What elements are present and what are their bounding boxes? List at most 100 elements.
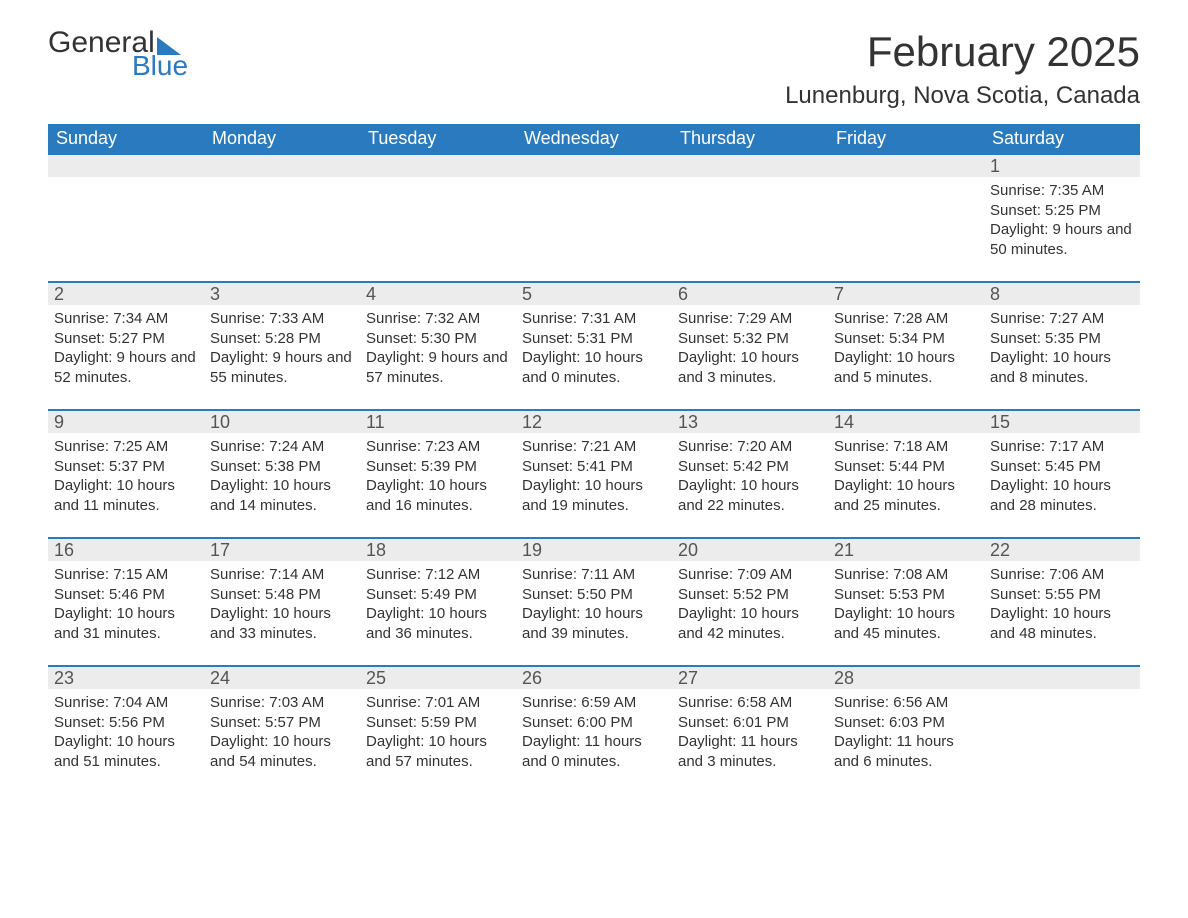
calendar-day-empty [984,666,1140,794]
sunrise-line: Sunrise: 7:01 AM [366,693,510,713]
sunset-line: Sunset: 6:00 PM [522,713,666,733]
daylight-line: Daylight: 10 hours and 31 minutes. [54,604,198,643]
day-number: 13 [672,411,828,433]
sunrise-line: Sunrise: 7:34 AM [54,309,198,329]
day-details: Sunrise: 6:59 AMSunset: 6:00 PMDaylight:… [516,689,672,789]
daylight-line: Daylight: 9 hours and 55 minutes. [210,348,354,387]
sunrise-line: Sunrise: 7:08 AM [834,565,978,585]
sunset-line: Sunset: 5:57 PM [210,713,354,733]
calendar-week: 9Sunrise: 7:25 AMSunset: 5:37 PMDaylight… [48,410,1140,538]
day-details: Sunrise: 7:31 AMSunset: 5:31 PMDaylight:… [516,305,672,405]
sunrise-line: Sunrise: 7:23 AM [366,437,510,457]
weekday-header: Saturday [984,124,1140,154]
day-details: Sunrise: 7:28 AMSunset: 5:34 PMDaylight:… [828,305,984,405]
sunrise-line: Sunrise: 6:58 AM [678,693,822,713]
day-details: Sunrise: 6:56 AMSunset: 6:03 PMDaylight:… [828,689,984,789]
calendar-week: 1Sunrise: 7:35 AMSunset: 5:25 PMDaylight… [48,154,1140,282]
calendar-day: 22Sunrise: 7:06 AMSunset: 5:55 PMDayligh… [984,538,1140,666]
calendar-day: 26Sunrise: 6:59 AMSunset: 6:00 PMDayligh… [516,666,672,794]
weekday-header: Tuesday [360,124,516,154]
daylight-line: Daylight: 10 hours and 51 minutes. [54,732,198,771]
day-details: Sunrise: 7:27 AMSunset: 5:35 PMDaylight:… [984,305,1140,405]
sunset-line: Sunset: 5:44 PM [834,457,978,477]
calendar-day: 1Sunrise: 7:35 AMSunset: 5:25 PMDaylight… [984,154,1140,282]
sunrise-line: Sunrise: 7:25 AM [54,437,198,457]
calendar-day: 15Sunrise: 7:17 AMSunset: 5:45 PMDayligh… [984,410,1140,538]
sunrise-line: Sunrise: 7:20 AM [678,437,822,457]
sunset-line: Sunset: 5:52 PM [678,585,822,605]
calendar-day: 9Sunrise: 7:25 AMSunset: 5:37 PMDaylight… [48,410,204,538]
calendar-day: 20Sunrise: 7:09 AMSunset: 5:52 PMDayligh… [672,538,828,666]
day-number: 10 [204,411,360,433]
sunrise-line: Sunrise: 7:21 AM [522,437,666,457]
sunset-line: Sunset: 5:34 PM [834,329,978,349]
day-number: 25 [360,667,516,689]
day-number: 3 [204,283,360,305]
daylight-line: Daylight: 10 hours and 54 minutes. [210,732,354,771]
daylight-line: Daylight: 10 hours and 57 minutes. [366,732,510,771]
sunset-line: Sunset: 5:46 PM [54,585,198,605]
sunrise-line: Sunrise: 7:14 AM [210,565,354,585]
daylight-line: Daylight: 10 hours and 22 minutes. [678,476,822,515]
daylight-line: Daylight: 10 hours and 28 minutes. [990,476,1134,515]
day-details: Sunrise: 7:01 AMSunset: 5:59 PMDaylight:… [360,689,516,789]
sunrise-line: Sunrise: 7:09 AM [678,565,822,585]
sunset-line: Sunset: 5:49 PM [366,585,510,605]
day-details: Sunrise: 7:14 AMSunset: 5:48 PMDaylight:… [204,561,360,661]
sunrise-line: Sunrise: 6:56 AM [834,693,978,713]
calendar-day: 17Sunrise: 7:14 AMSunset: 5:48 PMDayligh… [204,538,360,666]
calendar-body: 1Sunrise: 7:35 AMSunset: 5:25 PMDaylight… [48,154,1140,794]
day-number: 1 [984,155,1140,177]
day-details: Sunrise: 7:29 AMSunset: 5:32 PMDaylight:… [672,305,828,405]
day-number-empty [360,155,516,177]
day-number: 20 [672,539,828,561]
daylight-line: Daylight: 10 hours and 0 minutes. [522,348,666,387]
sunrise-line: Sunrise: 7:31 AM [522,309,666,329]
day-details: Sunrise: 7:06 AMSunset: 5:55 PMDaylight:… [984,561,1140,661]
sunset-line: Sunset: 5:25 PM [990,201,1134,221]
sunrise-line: Sunrise: 6:59 AM [522,693,666,713]
day-details: Sunrise: 7:17 AMSunset: 5:45 PMDaylight:… [984,433,1140,533]
day-details: Sunrise: 7:04 AMSunset: 5:56 PMDaylight:… [48,689,204,789]
day-number: 8 [984,283,1140,305]
sunrise-line: Sunrise: 7:04 AM [54,693,198,713]
day-number: 7 [828,283,984,305]
page-header: General Blue February 2025 Lunenburg, No… [48,28,1140,110]
daylight-line: Daylight: 10 hours and 33 minutes. [210,604,354,643]
daylight-line: Daylight: 10 hours and 3 minutes. [678,348,822,387]
day-number: 21 [828,539,984,561]
sunrise-line: Sunrise: 7:06 AM [990,565,1134,585]
sunset-line: Sunset: 5:50 PM [522,585,666,605]
calendar-head: SundayMondayTuesdayWednesdayThursdayFrid… [48,124,1140,154]
sunrise-line: Sunrise: 7:17 AM [990,437,1134,457]
sunset-line: Sunset: 6:03 PM [834,713,978,733]
day-number: 9 [48,411,204,433]
calendar-day-empty [204,154,360,282]
day-number: 17 [204,539,360,561]
calendar-week: 16Sunrise: 7:15 AMSunset: 5:46 PMDayligh… [48,538,1140,666]
calendar-day: 14Sunrise: 7:18 AMSunset: 5:44 PMDayligh… [828,410,984,538]
daylight-line: Daylight: 10 hours and 45 minutes. [834,604,978,643]
daylight-line: Daylight: 9 hours and 52 minutes. [54,348,198,387]
day-number: 28 [828,667,984,689]
sunset-line: Sunset: 5:53 PM [834,585,978,605]
calendar-day: 10Sunrise: 7:24 AMSunset: 5:38 PMDayligh… [204,410,360,538]
day-number: 12 [516,411,672,433]
sunset-line: Sunset: 5:32 PM [678,329,822,349]
title-block: February 2025 Lunenburg, Nova Scotia, Ca… [785,28,1140,110]
daylight-line: Daylight: 10 hours and 19 minutes. [522,476,666,515]
sunset-line: Sunset: 5:31 PM [522,329,666,349]
day-number: 18 [360,539,516,561]
day-number: 16 [48,539,204,561]
daylight-line: Daylight: 10 hours and 48 minutes. [990,604,1134,643]
day-number-empty [516,155,672,177]
day-details: Sunrise: 7:11 AMSunset: 5:50 PMDaylight:… [516,561,672,661]
daylight-line: Daylight: 10 hours and 16 minutes. [366,476,510,515]
logo: General Blue [48,28,188,82]
weekday-header: Monday [204,124,360,154]
calendar-day: 16Sunrise: 7:15 AMSunset: 5:46 PMDayligh… [48,538,204,666]
calendar-day: 8Sunrise: 7:27 AMSunset: 5:35 PMDaylight… [984,282,1140,410]
day-number-empty [48,155,204,177]
month-title: February 2025 [785,28,1140,76]
day-number: 15 [984,411,1140,433]
